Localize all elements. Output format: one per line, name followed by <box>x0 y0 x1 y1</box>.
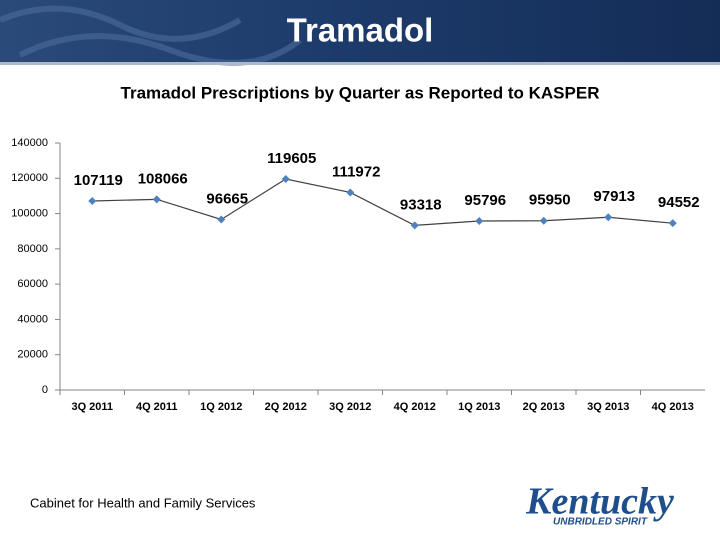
data-label: 119605 <box>267 150 316 167</box>
logo-tagline: UNBRIDLED SPIRIT <box>553 517 648 528</box>
point-marker <box>604 213 613 222</box>
point-marker <box>152 195 161 204</box>
slide-title: Tramadol <box>287 12 434 49</box>
logo-name: Kentucky <box>525 481 674 523</box>
x-tick-label: 4Q 2012 <box>394 401 436 413</box>
data-label: 107119 <box>74 172 123 189</box>
y-tick-label: 40000 <box>17 313 48 325</box>
data-label: 108066 <box>138 170 188 187</box>
x-tick-label: 3Q 2012 <box>329 401 371 413</box>
data-label: 95796 <box>464 192 506 209</box>
point-marker <box>346 188 355 197</box>
x-tick-label: 3Q 2013 <box>587 401 629 413</box>
y-tick-label: 20000 <box>17 349 48 361</box>
footer: Cabinet for Health and Family Services <box>30 495 256 510</box>
point-marker <box>475 216 484 225</box>
header-banner <box>0 0 720 62</box>
data-label: 93318 <box>400 196 442 213</box>
point-marker <box>217 215 226 224</box>
data-label: 111972 <box>332 163 380 180</box>
y-tick-label: 0 <box>42 384 48 396</box>
x-tick-label: 2Q 2013 <box>523 401 565 413</box>
header-swirl <box>0 5 302 66</box>
series-line <box>92 178 673 226</box>
y-tick-label: 120000 <box>11 172 48 184</box>
chart-title: Tramadol Prescriptions by Quarter as Rep… <box>121 83 600 102</box>
point-marker <box>88 197 97 206</box>
x-tick-label: 2Q 2012 <box>265 401 307 413</box>
point-marker <box>668 219 677 228</box>
x-tick-label: 3Q 2011 <box>71 401 113 413</box>
data-label: 96665 <box>206 190 248 207</box>
point-marker <box>281 174 290 183</box>
x-tick-label: 1Q 2013 <box>458 401 500 413</box>
y-tick-label: 100000 <box>11 207 48 219</box>
point-marker <box>539 216 548 225</box>
y-tick-label: 80000 <box>17 243 48 255</box>
y-tick-label: 140000 <box>11 137 48 149</box>
point-marker <box>410 221 419 230</box>
y-tick-label: 60000 <box>17 278 48 290</box>
x-tick-label: 4Q 2011 <box>136 401 178 413</box>
data-label: 97913 <box>593 188 635 205</box>
data-label: 94552 <box>658 194 700 211</box>
header-rule <box>0 62 720 65</box>
x-tick-label: 1Q 2012 <box>200 401 242 413</box>
x-tick-label: 4Q 2013 <box>652 401 694 413</box>
data-label: 95950 <box>529 192 571 209</box>
